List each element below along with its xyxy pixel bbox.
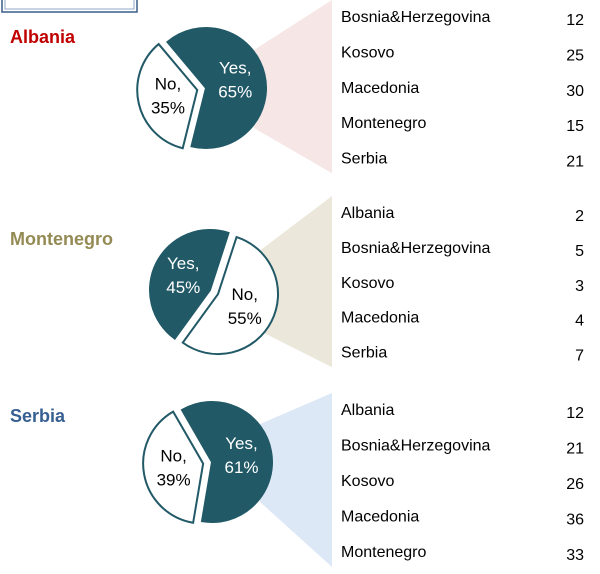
frame-inner [4, 0, 135, 10]
slice-category: Yes, [219, 59, 251, 78]
breakdown-value: 4 [575, 313, 584, 330]
breakdown-country: Bosnia&Herzegovina [341, 240, 491, 257]
breakdown-value: 3 [575, 278, 584, 295]
breakdown-country: Kosovo [341, 275, 394, 292]
breakdown-country: Kosovo [341, 473, 394, 490]
callout-band [260, 393, 332, 567]
chart-title: Serbia [10, 406, 66, 426]
slice-category: No, [155, 74, 181, 93]
breakdown-value: 21 [566, 441, 584, 458]
breakdown-country: Montenegro [341, 544, 426, 561]
frame-fragment [1, 0, 138, 13]
breakdown-country: Bosnia&Herzegovina [341, 438, 491, 455]
chart-title: Montenegro [10, 229, 113, 249]
chart-title: Albania [10, 27, 76, 47]
breakdown-value: 36 [566, 512, 584, 529]
breakdown-value: 12 [566, 405, 584, 422]
slice-value: 61% [225, 458, 259, 477]
breakdown-country: Montenegro [341, 115, 426, 132]
breakdown-country: Kosovo [341, 45, 394, 62]
slice-category: No, [232, 285, 258, 304]
slice-category: Yes, [167, 254, 199, 273]
slice-value: 35% [151, 98, 185, 117]
breakdown-country: Macedonia [341, 80, 419, 97]
breakdown-country: Serbia [341, 150, 387, 167]
slice-value: 45% [166, 278, 200, 297]
breakdown-value: 33 [566, 547, 584, 564]
slice-category: No, [160, 446, 186, 465]
breakdown-country: Serbia [341, 344, 387, 361]
breakdown-country: Macedonia [341, 310, 419, 327]
breakdown-country: Macedonia [341, 509, 419, 526]
breakdown-value: 2 [575, 208, 584, 225]
breakdown-country: Albania [341, 205, 394, 222]
slice-value: 55% [228, 309, 262, 328]
pie-slice [136, 42, 199, 150]
breakdown-value: 15 [566, 118, 584, 135]
slice-value: 39% [157, 470, 191, 489]
breakdown-country: Bosnia&Herzegovina [341, 9, 491, 26]
callout-band [254, 0, 332, 174]
breakdown-value: 12 [566, 12, 584, 29]
breakdown-value: 7 [575, 347, 584, 364]
breakdown-value: 25 [566, 48, 584, 65]
breakdown-country: Albania [341, 402, 394, 419]
pie-slice [181, 235, 280, 356]
pie-slice [166, 27, 267, 149]
breakdown-value: 26 [566, 476, 584, 493]
pie-slice [149, 229, 230, 340]
breakdown-value: 21 [566, 153, 584, 170]
breakdown-value: 30 [566, 83, 584, 100]
pie-slice [142, 410, 205, 524]
slice-category: Yes, [225, 434, 257, 453]
pie-slice [180, 401, 273, 523]
slice-value: 65% [218, 83, 252, 102]
breakdown-value: 5 [575, 243, 584, 260]
callout-band [258, 196, 332, 368]
